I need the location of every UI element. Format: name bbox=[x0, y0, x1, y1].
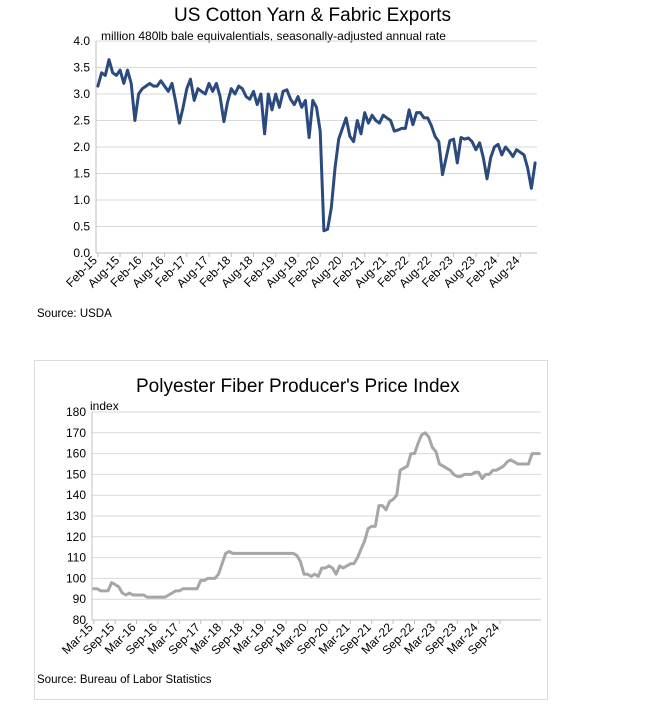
y-tick-label: 4.0 bbox=[73, 34, 90, 48]
source-note: Source: Bureau of Labor Statistics bbox=[37, 674, 212, 686]
y-tick-label: 140 bbox=[66, 488, 86, 502]
series-line bbox=[92, 431, 541, 599]
polyester-ppi-plot: 8090100110120130140150160170180Mar-15Sep… bbox=[59, 405, 541, 657]
cotton-exports-chart-panel: US Cotton Yarn & Fabric Exports million … bbox=[0, 0, 654, 340]
chart-title: Polyester Fiber Producer's Price Index bbox=[136, 376, 460, 397]
cotton-exports-plot: 0.00.51.01.52.02.53.03.54.0Feb-15Aug-15F… bbox=[63, 34, 537, 290]
source-note: Source: USDA bbox=[37, 308, 112, 320]
y-tick-label: 90 bbox=[73, 592, 87, 606]
y-axis-unit-label: million 480lb bale equivalentials, seaso… bbox=[101, 29, 446, 43]
y-tick-label: 0.5 bbox=[73, 220, 90, 234]
y-tick-label: 150 bbox=[66, 467, 86, 481]
y-tick-label: 0.0 bbox=[73, 246, 90, 260]
y-tick-label: 3.0 bbox=[73, 87, 90, 101]
y-axis-unit-label: index bbox=[90, 399, 119, 413]
series-line bbox=[96, 58, 537, 233]
chart-title: US Cotton Yarn & Fabric Exports bbox=[174, 5, 452, 26]
y-tick-label: 1.0 bbox=[73, 193, 90, 207]
y-tick-label: 180 bbox=[66, 405, 86, 419]
y-tick-label: 170 bbox=[66, 426, 86, 440]
y-tick-label: 80 bbox=[73, 613, 87, 627]
y-tick-label: 120 bbox=[66, 530, 86, 544]
chart-frame bbox=[34, 360, 548, 700]
y-tick-label: 130 bbox=[66, 509, 86, 523]
polyester-ppi-chart-panel: Polyester Fiber Producer's Price Index i… bbox=[0, 360, 654, 712]
y-tick-label: 2.5 bbox=[73, 114, 90, 128]
y-tick-label: 2.0 bbox=[73, 140, 90, 154]
y-tick-label: 110 bbox=[67, 551, 86, 565]
y-tick-label: 100 bbox=[66, 571, 86, 585]
y-tick-label: 1.5 bbox=[73, 167, 90, 181]
y-tick-label: 160 bbox=[66, 447, 86, 461]
y-tick-label: 3.5 bbox=[73, 61, 90, 75]
